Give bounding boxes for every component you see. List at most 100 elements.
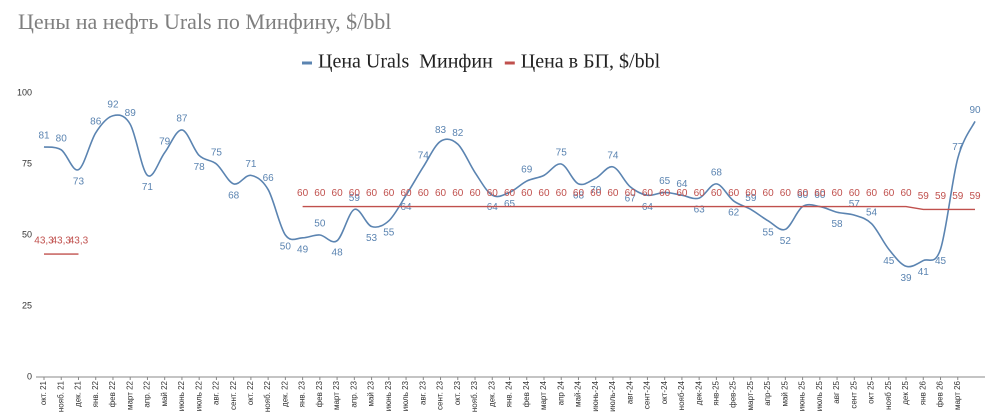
data-label: 60 — [607, 188, 619, 199]
data-label: 66 — [263, 173, 275, 184]
data-label: 60 — [418, 188, 430, 199]
data-label: 60 — [694, 188, 706, 199]
x-tick-label: апр. 22 — [143, 380, 152, 407]
x-tick-label: июль 23 — [401, 380, 410, 411]
x-tick-label: авг. 22 — [212, 380, 221, 405]
data-label: 55 — [763, 227, 775, 238]
data-label: 60 — [556, 188, 568, 199]
x-tick-label: нояб-24 — [677, 380, 686, 410]
data-label: 43,3 — [52, 236, 72, 247]
data-label: 67 — [625, 193, 637, 204]
data-label: 60 — [452, 188, 464, 199]
data-label: 60 — [590, 188, 602, 199]
x-tick-label: сент. 22 — [229, 380, 238, 410]
data-label: 60 — [487, 188, 499, 199]
data-label: 60 — [711, 188, 723, 199]
x-tick-label: авг. 23 — [418, 380, 427, 405]
x-tick-label: фев 22 — [108, 380, 117, 407]
x-tick-label: дек. 23 — [487, 380, 496, 407]
data-label: 71 — [245, 159, 257, 170]
data-label: 89 — [125, 108, 137, 119]
data-label: 49 — [297, 244, 309, 255]
data-label: 65 — [504, 199, 516, 210]
x-tick-label: дек-24 — [694, 380, 703, 405]
data-label: 45 — [935, 256, 947, 267]
x-tick-label: март 26 — [953, 380, 962, 410]
x-tick-label: июнь-24 — [591, 380, 600, 411]
x-tick-label: янв. 24 — [505, 380, 514, 407]
data-label: 60 — [780, 188, 792, 199]
y-tick-label: 0 — [27, 371, 32, 381]
chart-title: Цены на нефть Urals по Минфину, $/bbl — [18, 9, 391, 34]
data-label: 59 — [745, 193, 757, 204]
data-label: 60 — [504, 188, 516, 199]
data-label: 60 — [900, 188, 912, 199]
data-label: 60 — [814, 188, 826, 199]
data-label: 54 — [866, 207, 878, 218]
data-label: 74 — [418, 150, 430, 161]
x-tick-label: дек. 22 — [280, 380, 289, 407]
x-tick-label: сент 25 — [849, 380, 858, 408]
data-label: 60 — [849, 188, 861, 199]
data-label: 59 — [349, 193, 361, 204]
x-tick-label: фев 23 — [315, 380, 324, 407]
y-tick-label: 50 — [22, 229, 32, 239]
x-tick-label: июль-24 — [608, 380, 617, 411]
data-label: 60 — [676, 188, 688, 199]
x-tick-label: март-25 — [746, 380, 755, 410]
data-label: 64 — [487, 202, 499, 213]
x-tick-label: нояб 25 — [884, 380, 893, 409]
data-label: 62 — [728, 208, 740, 219]
data-label: 60 — [314, 188, 326, 199]
x-tick-label: апр. 23 — [349, 380, 358, 407]
data-label: 70 — [590, 185, 602, 196]
x-tick-label: июль 25 — [815, 380, 824, 411]
data-label: 55 — [383, 227, 395, 238]
data-label: 73 — [73, 176, 85, 187]
data-label: 60 — [521, 188, 533, 199]
data-label: 71 — [142, 182, 154, 193]
data-label: 60 — [366, 188, 378, 199]
data-label: 65 — [659, 176, 671, 187]
data-label: 60 — [797, 188, 809, 199]
data-label: 60 — [659, 188, 671, 199]
data-label: 86 — [90, 116, 102, 127]
legend-label: Цена в БП, $/bbl — [521, 51, 661, 73]
data-label: 74 — [607, 150, 619, 161]
y-tick-label: 25 — [22, 300, 32, 310]
data-label: 58 — [832, 219, 844, 230]
data-label: 60 — [883, 188, 895, 199]
x-tick-label: сент-24 — [643, 380, 652, 409]
data-label: 43,3 — [69, 236, 89, 247]
data-label: 43,3 — [34, 236, 54, 247]
data-label: 60 — [728, 188, 740, 199]
data-label: 60 — [383, 188, 395, 199]
x-tick-label: май 25 — [780, 380, 789, 406]
x-tick-label: март 23 — [332, 380, 341, 410]
x-tick-label: янв. 22 — [91, 380, 100, 407]
data-label: 59 — [969, 191, 981, 202]
data-label: 87 — [176, 114, 188, 125]
x-tick-label: май-24 — [574, 380, 583, 407]
data-label: 64 — [400, 202, 412, 213]
data-label: 60 — [435, 188, 447, 199]
data-label: 60 — [625, 188, 637, 199]
x-tick-label: янв 26 — [918, 380, 927, 405]
data-label: 41 — [918, 267, 930, 278]
data-label: 60 — [866, 188, 878, 199]
data-label: 77 — [952, 142, 964, 153]
x-tick-label: янв. 23 — [298, 380, 307, 407]
x-tick-label: июнь 25 — [798, 380, 807, 411]
x-tick-label: нояб. 21 — [56, 380, 65, 412]
data-label: 68 — [711, 168, 723, 179]
x-tick-label: дек. 21 — [74, 380, 83, 407]
data-label: 45 — [883, 256, 895, 267]
data-label: 52 — [780, 236, 792, 247]
x-tick-label: июнь 22 — [177, 380, 186, 411]
x-tick-label: окт-24 — [660, 380, 669, 404]
data-label: 69 — [521, 165, 533, 176]
data-label: 63 — [694, 205, 706, 216]
x-tick-label: окт. 21 — [39, 380, 48, 405]
x-tick-label: июль 22 — [194, 380, 203, 411]
data-label: 60 — [469, 188, 481, 199]
